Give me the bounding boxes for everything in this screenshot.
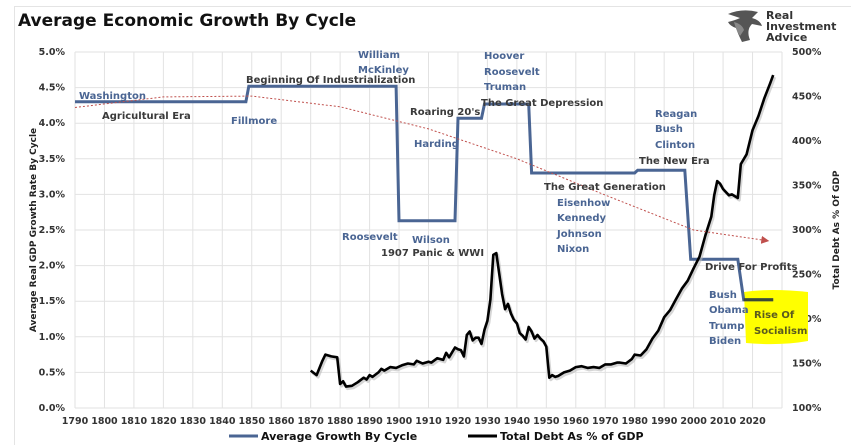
legend-label-growth: Average Growth By Cycle: [261, 430, 417, 443]
y2-tick-label: 350%: [792, 181, 822, 192]
annotation-label: Biden: [709, 336, 741, 347]
series-group: [74, 74, 777, 391]
x-tick-label: 1870: [297, 416, 324, 427]
x-tick-label: 1880: [327, 416, 354, 427]
y-tick-label: 5.0%: [39, 47, 66, 58]
annotation-label: Kennedy: [557, 213, 607, 224]
x-tick-label: 1830: [180, 416, 207, 427]
x-tick-label: 1940: [504, 416, 531, 427]
logo-line-2: Investment: [766, 20, 836, 33]
annotation-label: Roaring 20's: [410, 107, 480, 118]
annotation-label: Eisenhow: [557, 198, 610, 209]
annotation-label: Nixon: [557, 244, 589, 255]
y-tick-label: 0.5%: [39, 367, 66, 378]
x-tick-label: 2010: [710, 416, 737, 427]
annotation-label: Beginning Of Industrialization: [246, 75, 415, 86]
y-tick-label: 2.0%: [39, 261, 66, 272]
x-tick-label: 1990: [651, 416, 678, 427]
annotation-label: Wilson: [412, 235, 450, 246]
x-tick-label: 1890: [356, 416, 383, 427]
y2-axis-ticks: 100%150%200%250%300%350%400%450%500%: [792, 47, 822, 414]
annotation-label: Bush: [709, 290, 737, 301]
highlight-box: [744, 290, 808, 345]
annotation-label: Rise Of: [754, 310, 795, 321]
x-tick-label: 1910: [415, 416, 442, 427]
x-tick-label: 1920: [445, 416, 472, 427]
x-tick-label: 1810: [121, 416, 148, 427]
annotation-label: Bush: [655, 124, 683, 135]
annotations: Washington Agricultural Era Fillmore Beginn…: [79, 50, 807, 347]
annotation-label: Agricultural Era: [102, 111, 191, 122]
logo: Real Investment Advice: [728, 9, 836, 44]
y2-tick-label: 500%: [792, 47, 822, 58]
x-tick-label: 1930: [474, 416, 501, 427]
x-tick-label: 1960: [563, 416, 590, 427]
y2-tick-label: 300%: [792, 225, 822, 236]
annotation-label: Roosevelt: [484, 67, 540, 78]
legend: Average Growth By Cycle Total Debt As % …: [229, 430, 644, 443]
y2-tick-label: 250%: [792, 270, 822, 281]
annotation-label: Hoover: [484, 51, 524, 62]
x-axis-ticks: 1790 1800 1810 1820 1830 1840 1850 1860 1870 1880…: [62, 416, 766, 427]
debt-line: [309, 74, 775, 388]
x-tick-label: 1850: [239, 416, 266, 427]
annotation-label: Reagan: [655, 109, 697, 120]
y-axis-label: Average Real GDP Growth Rate By Cycle: [29, 128, 39, 332]
x-tick-label: 2000: [680, 416, 707, 427]
y-tick-label: 1.5%: [39, 296, 66, 307]
trend-line: [74, 95, 770, 244]
y-axis-ticks: 0.0% 0.5% 1.0% 1.5% 2.0% 2.5% 3.0% 3.5% 4.0% 4.5%…: [39, 47, 66, 414]
x-tick-label: 1840: [209, 416, 236, 427]
logo-line-1: Real: [766, 9, 793, 22]
annotation-label: The New Era: [639, 156, 710, 167]
x-tick-label: 2020: [739, 416, 766, 427]
annotation-label: The Great Depression: [481, 98, 603, 109]
annotation-label: Harding: [414, 139, 459, 150]
gridlines: [74, 51, 783, 409]
y-tick-label: 3.5%: [39, 154, 66, 165]
annotation-label: McKinley: [358, 65, 409, 76]
annotation-label: Clinton: [655, 140, 695, 151]
x-tick-label: 1980: [621, 416, 648, 427]
x-tick-label: 1790: [62, 416, 89, 427]
annotation-label: Socialism: [754, 326, 807, 337]
y2-tick-label: 400%: [792, 136, 822, 147]
annotation-label: Roosevelt: [342, 232, 398, 243]
chart-title: Average Economic Growth By Cycle: [18, 11, 356, 31]
y2-tick-label: 100%: [792, 403, 822, 414]
x-tick-label: 1820: [150, 416, 177, 427]
annotation-label: Washington: [79, 91, 146, 102]
y-tick-label: 2.5%: [39, 225, 66, 236]
annotation-label: Obama: [709, 305, 749, 316]
x-tick-label: 1800: [91, 416, 118, 427]
x-tick-label: 1970: [592, 416, 619, 427]
y2-tick-label: 450%: [792, 92, 822, 103]
annotation-label: William: [358, 50, 400, 61]
annotation-label: The Great Generation: [544, 182, 666, 193]
y-tick-label: 1.0%: [39, 332, 66, 343]
y2-axis-label: Total Debt As % Of GDP: [832, 170, 842, 289]
x-tick-label: 1860: [268, 416, 295, 427]
annotation-label: Johnson: [556, 229, 602, 240]
annotation-label: Drive For Profits: [705, 262, 797, 273]
legend-label-debt: Total Debt As % of GDP: [500, 430, 644, 443]
eagle-head-icon: [728, 10, 762, 42]
x-tick-label: 1950: [533, 416, 560, 427]
annotation-label: Fillmore: [231, 116, 277, 127]
annotation-label: Trump: [709, 321, 744, 332]
y-tick-label: 3.0%: [39, 189, 66, 200]
y2-tick-label: 150%: [792, 359, 822, 370]
annotation-label: 1907 Panic & WWI: [381, 248, 484, 259]
y-tick-label: 4.5%: [39, 83, 66, 94]
logo-line-3: Advice: [766, 31, 807, 44]
x-tick-label: 1900: [386, 416, 413, 427]
y-tick-label: 0.0%: [39, 403, 66, 414]
y-tick-label: 4.0%: [39, 118, 66, 129]
annotation-label: Truman: [484, 82, 526, 93]
